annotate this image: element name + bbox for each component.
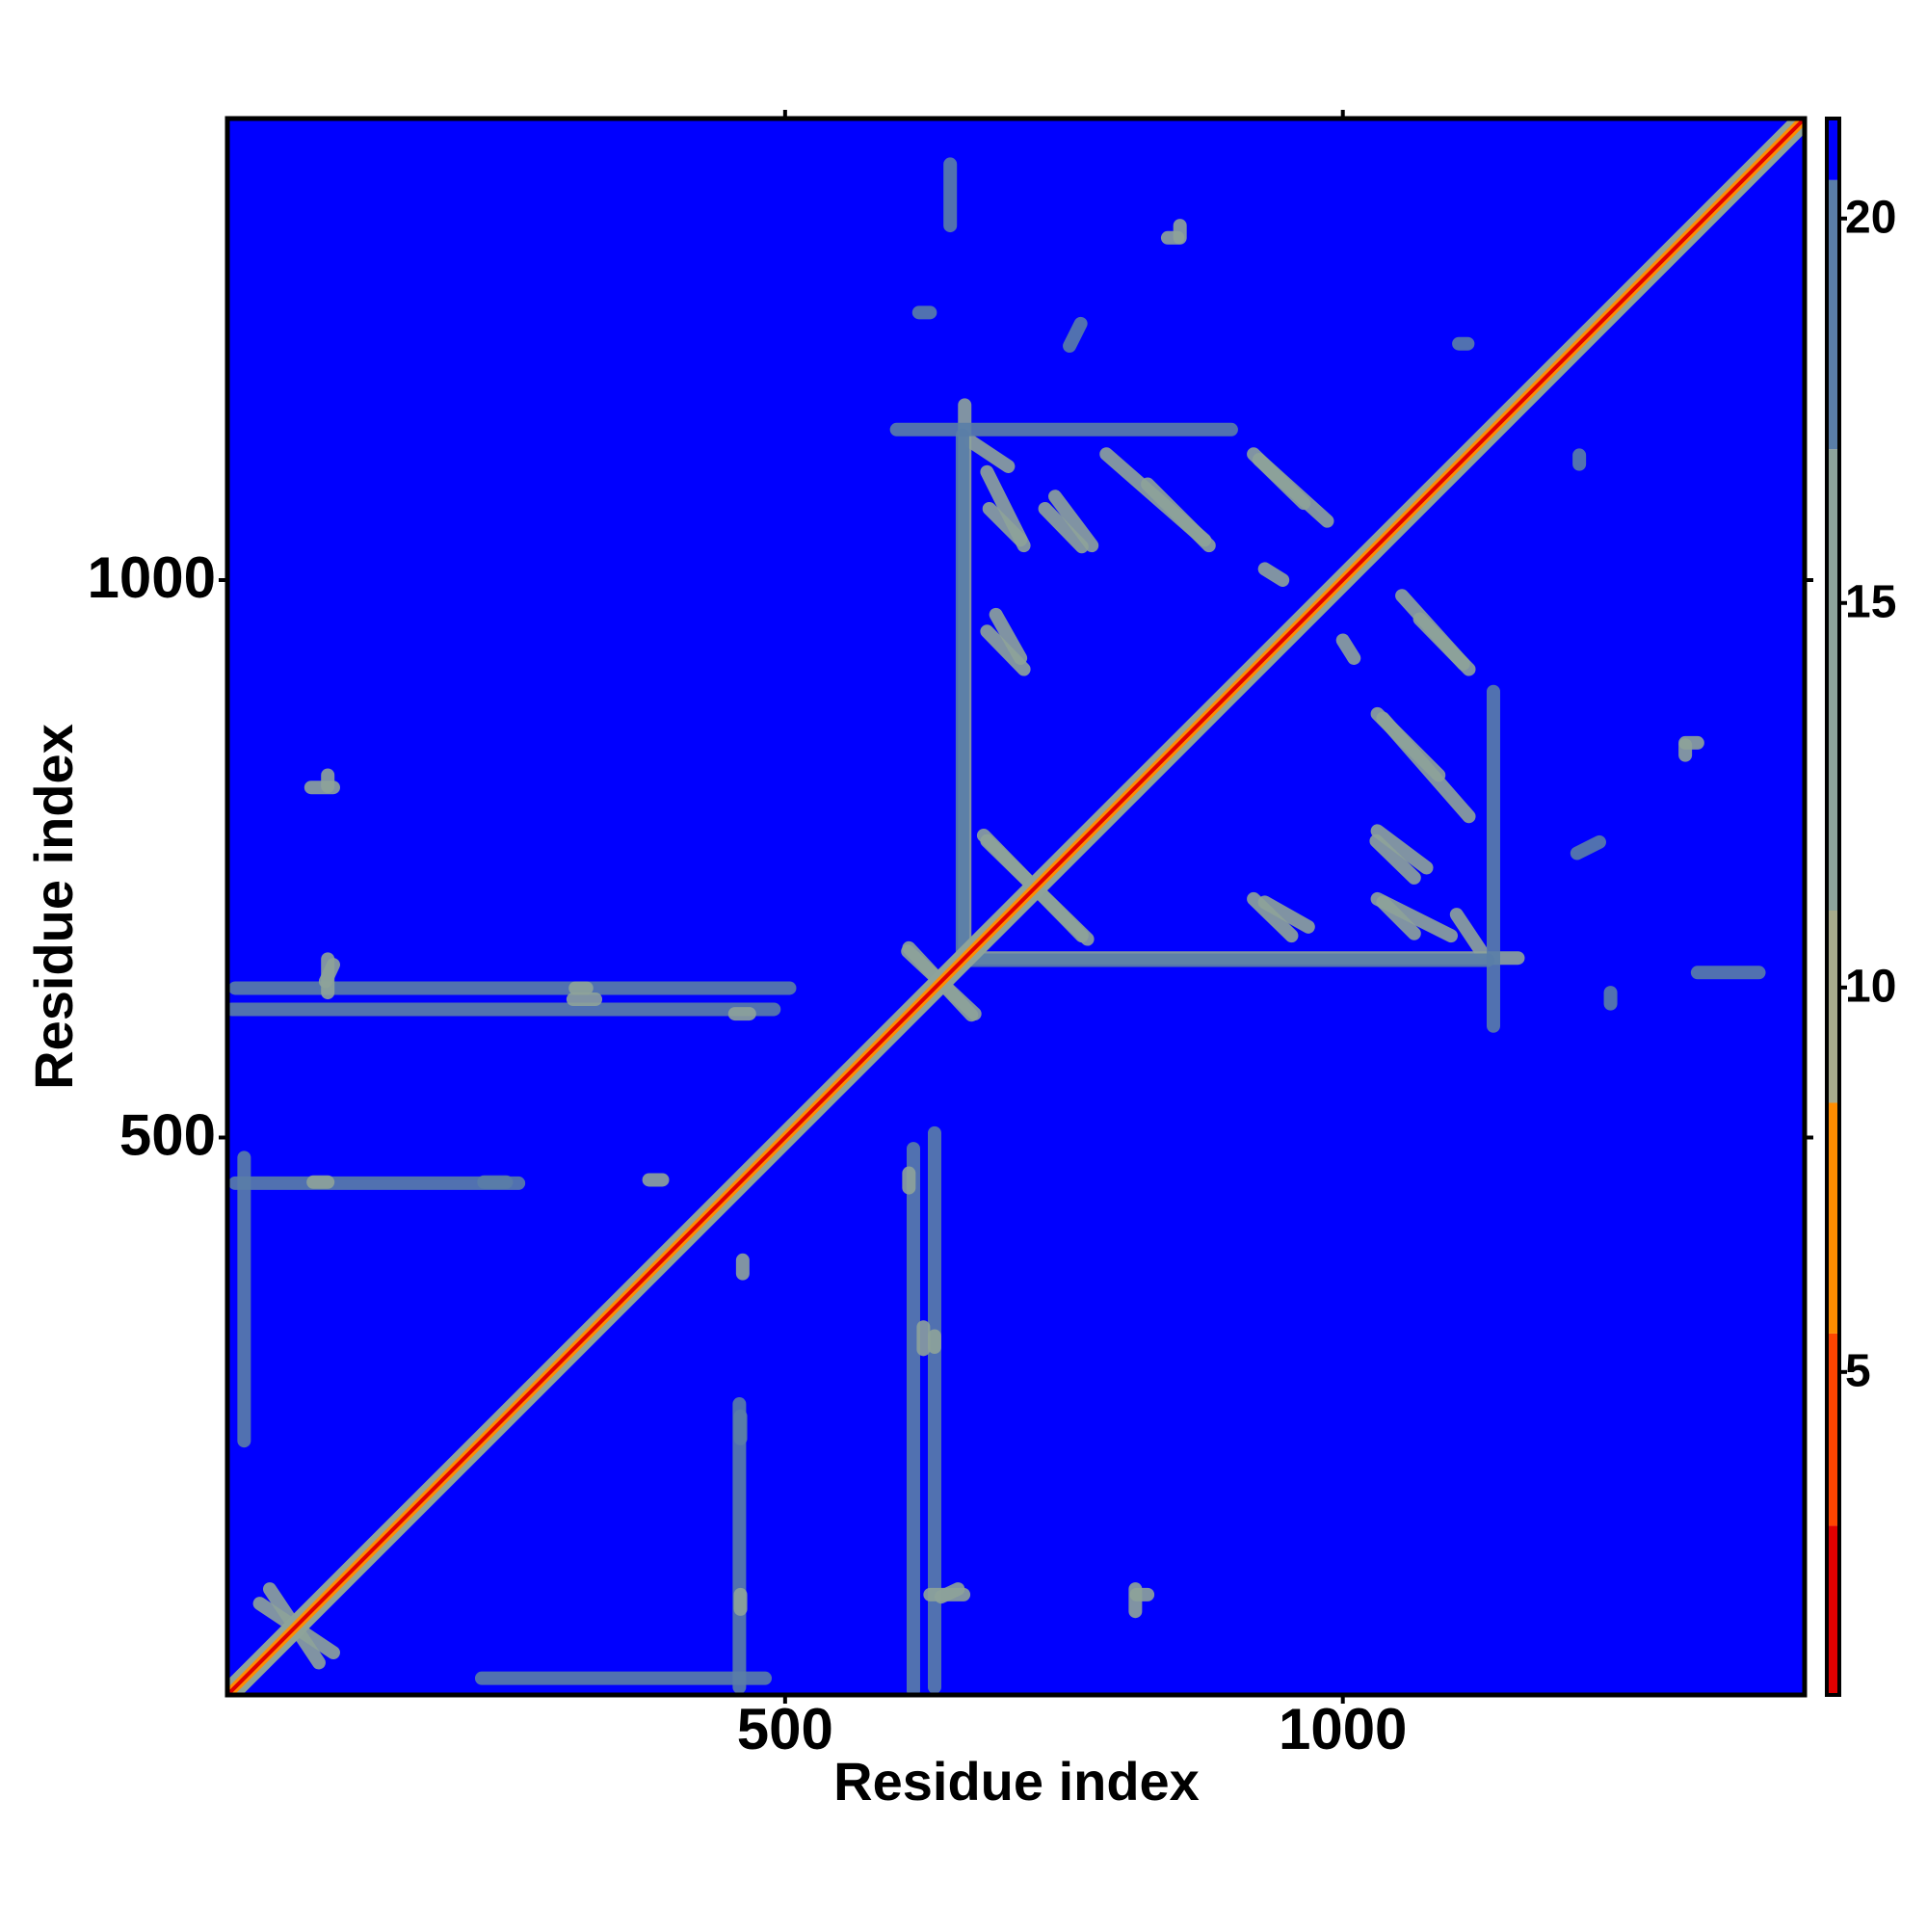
colorbar-segment (1827, 910, 1839, 1103)
y-tick-label: 1000 (88, 545, 216, 610)
plot-border (224, 116, 1808, 1698)
contact-mirror (1370, 824, 1434, 875)
contact-mirror (1099, 447, 1212, 547)
contact (1449, 908, 1489, 959)
colorbar-border (1825, 117, 1841, 1697)
contact (1412, 612, 1476, 676)
colorbar-segment (1827, 1525, 1839, 1695)
contact (1376, 895, 1421, 940)
contact (1369, 834, 1421, 885)
y-tick-label: 500 (119, 1102, 216, 1167)
contact (1048, 490, 1099, 553)
contact-mirror (1038, 501, 1089, 554)
contact (1376, 711, 1476, 824)
y-axis-title: Residue index (23, 724, 84, 1090)
colorbar-segment (1827, 119, 1839, 180)
contact (1335, 633, 1361, 665)
contact-mirror (1247, 447, 1311, 511)
colorbar-segment (1827, 1333, 1839, 1526)
contact-mirror (989, 607, 1028, 665)
colorbar-segment (1827, 449, 1839, 911)
contact-mirror (1570, 834, 1606, 860)
x-axis-title: Residue index (833, 1751, 1200, 1812)
contact-mirror (1257, 562, 1290, 587)
x-tick-label: 1000 (1279, 1697, 1407, 1761)
contact-mirror (964, 435, 1016, 473)
diagonal (227, 119, 1805, 1695)
heatmap (227, 119, 1805, 1695)
colorbar-tick-label: 20 (1845, 192, 1896, 243)
contact (1063, 316, 1088, 354)
colorbar-tick-label: 5 (1845, 1345, 1871, 1396)
colorbar-tick-label: 10 (1845, 961, 1896, 1012)
contact (1257, 895, 1315, 934)
colorbar-segment (1827, 179, 1839, 450)
x-tick-label: 500 (737, 1697, 833, 1761)
colorbar-segment (1827, 1102, 1839, 1334)
contact-mirror (982, 501, 1028, 547)
colorbar-tick-label: 15 (1845, 576, 1896, 627)
axes: 500 1000 500 1000 5 10 15 20 (88, 110, 1896, 1761)
